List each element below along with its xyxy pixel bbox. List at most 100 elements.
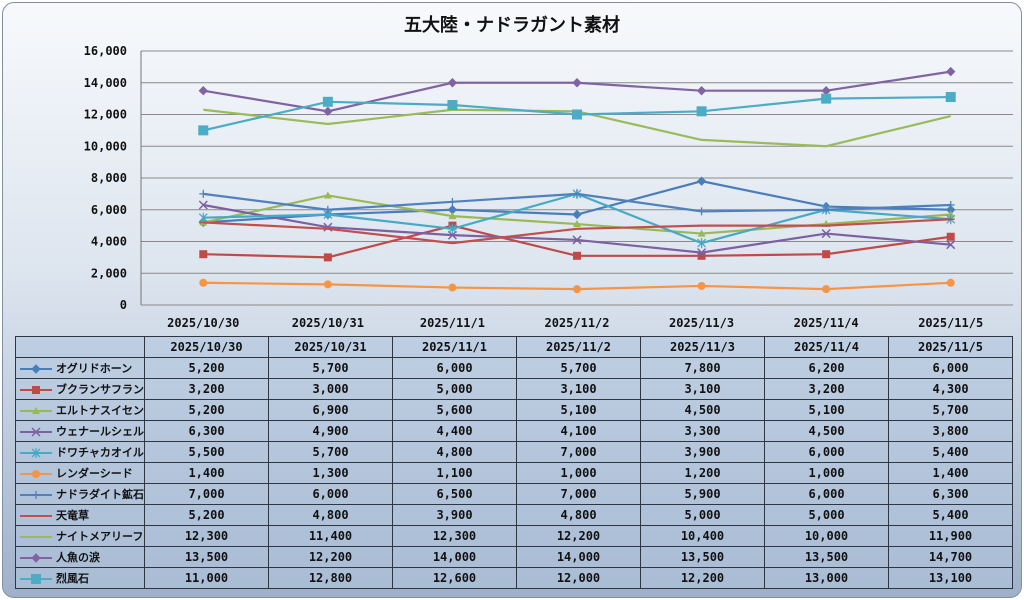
y-tick-label: 16,000 bbox=[84, 44, 127, 58]
table-cell: 12,800 bbox=[268, 567, 393, 589]
data-point bbox=[573, 251, 581, 260]
line-chart: 0 2,000 4,000 6,000 8,000 10,000 12,000 14,000 1… bbox=[84, 44, 1013, 330]
table-cell: 1,200 bbox=[640, 462, 765, 484]
table-cell: 3,900 bbox=[392, 504, 517, 526]
table-cell: 1,300 bbox=[268, 462, 393, 484]
y-tick-label: 14,000 bbox=[84, 76, 127, 90]
table-cell: 1,000 bbox=[516, 462, 641, 484]
data-point bbox=[572, 235, 582, 245]
legend-key-icon bbox=[20, 536, 52, 538]
data-point bbox=[448, 197, 457, 206]
table-cell: 6,000 bbox=[764, 483, 889, 505]
table-row: ドワチャカオイル 5,500 5,700 4,800 7,000 3,900 6,000 5,… bbox=[15, 441, 1013, 463]
data-point bbox=[822, 205, 831, 214]
data-point bbox=[32, 491, 40, 499]
data-point bbox=[821, 93, 832, 104]
table-cell: 5,200 bbox=[144, 357, 269, 379]
table-cell: 6,900 bbox=[268, 399, 393, 421]
table-cell: 4,100 bbox=[516, 420, 641, 442]
y-tick-label: 0 bbox=[120, 298, 127, 312]
table-corner bbox=[15, 336, 145, 358]
legend-key-icon bbox=[20, 448, 52, 458]
table-header-cell: 2025/10/30 bbox=[144, 336, 269, 358]
table-row: 烈風石 11,000 12,800 12,600 12,000 12,200 13,000 1… bbox=[15, 567, 1013, 589]
data-point bbox=[822, 250, 831, 259]
data-point bbox=[447, 99, 458, 110]
data-point bbox=[448, 212, 457, 220]
legend-entry: 天竜草 bbox=[15, 504, 145, 526]
x-tick-label: 2025/10/30 bbox=[167, 316, 239, 330]
y-tick-label: 2,000 bbox=[91, 266, 127, 280]
x-tick-label: 2025/11/5 bbox=[918, 316, 983, 330]
table-cell: 12,300 bbox=[144, 525, 269, 547]
series-name: 人魚の涙 bbox=[56, 551, 100, 564]
table-cell: 5,700 bbox=[268, 357, 393, 379]
table-cell: 5,700 bbox=[888, 399, 1013, 421]
table-row: 天竜草 5,200 4,800 3,900 4,800 5,000 5,000 5,400 bbox=[15, 504, 1013, 526]
data-point bbox=[31, 448, 41, 458]
table-cell: 1,000 bbox=[764, 462, 889, 484]
legend-entry: 烈風石 bbox=[15, 567, 145, 589]
data-point bbox=[946, 232, 955, 241]
table-cell: 3,100 bbox=[640, 378, 765, 400]
series-name: ドワチャカオイル bbox=[56, 446, 144, 459]
table-row: オグリドホーン 5,200 5,700 6,000 5,700 7,800 6,200 6,0… bbox=[15, 357, 1013, 379]
table-cell: 12,200 bbox=[640, 567, 765, 589]
table-row: ナドラダイト鉱石 7,000 6,000 6,500 7,000 5,900 6,000 6,… bbox=[15, 483, 1013, 505]
legend-key-icon bbox=[20, 364, 52, 374]
chart-title: 五大陸・ナドラガント素材 bbox=[404, 15, 620, 36]
series-name: 烈風石 bbox=[56, 572, 89, 585]
table-cell: 12,200 bbox=[268, 546, 393, 568]
data-point bbox=[447, 230, 457, 240]
data-point bbox=[697, 281, 706, 290]
legend-entry: レンダーシード bbox=[15, 462, 145, 484]
table-cell: 5,000 bbox=[764, 504, 889, 526]
table-cell: 5,000 bbox=[392, 378, 517, 400]
data-point bbox=[573, 220, 581, 228]
legend-key-icon bbox=[20, 407, 52, 414]
data-point bbox=[946, 278, 955, 287]
series-name: レンダーシード bbox=[56, 467, 133, 480]
table-cell: 13,000 bbox=[764, 567, 889, 589]
table-cell: 5,900 bbox=[640, 483, 765, 505]
legend-key-icon bbox=[20, 515, 52, 517]
table-cell: 3,200 bbox=[144, 378, 269, 400]
data-point bbox=[821, 85, 831, 96]
table-cell: 6,200 bbox=[764, 357, 889, 379]
table-cell: 3,300 bbox=[640, 420, 765, 442]
data-point bbox=[323, 205, 332, 214]
series-name: ナイトメアリーフ bbox=[56, 530, 144, 543]
data-point bbox=[199, 189, 208, 198]
data-point bbox=[31, 574, 41, 584]
data-point bbox=[697, 207, 706, 216]
legend-key-icon bbox=[20, 574, 52, 584]
series-7 bbox=[199, 218, 955, 245]
table-cell: 5,500 bbox=[144, 441, 269, 463]
table-cell: 5,400 bbox=[888, 441, 1013, 463]
data-point bbox=[697, 229, 706, 237]
table-cell: 6,000 bbox=[392, 357, 517, 379]
table-cell: 5,200 bbox=[144, 504, 269, 526]
data-point bbox=[32, 470, 40, 478]
table-cell: 5,100 bbox=[764, 399, 889, 421]
table-row: レンダーシード 1,400 1,300 1,100 1,000 1,200 1,000 1,4… bbox=[15, 462, 1013, 484]
table-cell: 7,000 bbox=[144, 483, 269, 505]
legend-entry: 人魚の涙 bbox=[15, 546, 145, 568]
table-header-cell: 2025/11/1 bbox=[392, 336, 517, 358]
table-cell: 14,000 bbox=[516, 546, 641, 568]
table-header-cell: 2025/11/2 bbox=[516, 336, 641, 358]
legend-key-icon bbox=[20, 386, 52, 394]
table-cell: 1,400 bbox=[888, 462, 1013, 484]
data-point bbox=[31, 364, 41, 374]
data-point bbox=[821, 229, 831, 239]
table-cell: 1,400 bbox=[144, 462, 269, 484]
data-point bbox=[31, 427, 41, 437]
table-cell: 13,500 bbox=[144, 546, 269, 568]
data-point bbox=[198, 125, 209, 136]
table-cell: 5,700 bbox=[268, 441, 393, 463]
x-tick-label: 2025/11/3 bbox=[669, 316, 734, 330]
series-5 bbox=[199, 278, 955, 294]
data-point bbox=[448, 283, 457, 292]
data-point bbox=[32, 407, 40, 414]
